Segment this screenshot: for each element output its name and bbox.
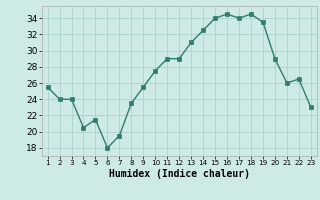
X-axis label: Humidex (Indice chaleur): Humidex (Indice chaleur)	[109, 169, 250, 179]
